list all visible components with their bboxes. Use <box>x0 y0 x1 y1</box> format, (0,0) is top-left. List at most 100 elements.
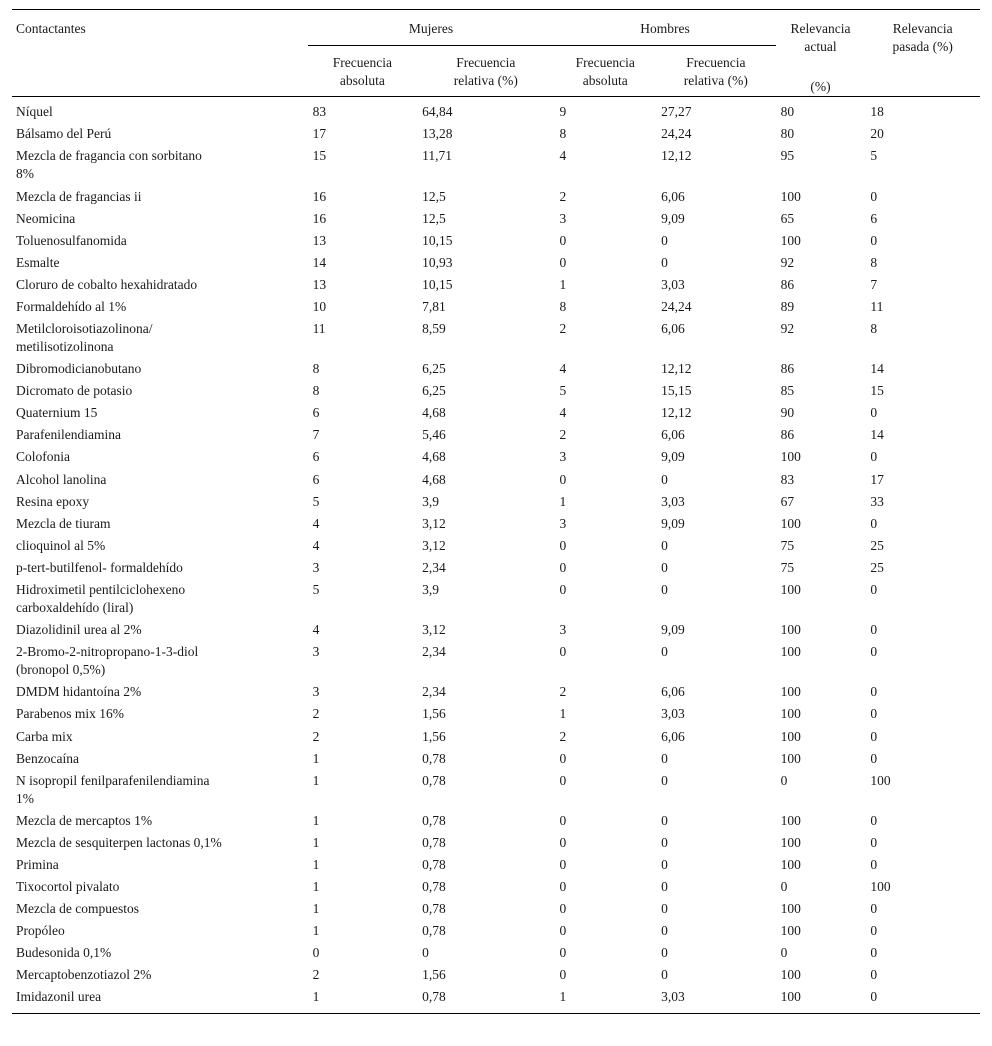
cell-relevancia-pasada: 0 <box>870 812 878 828</box>
cell-hombres-frec-absoluta: 0 <box>559 834 567 850</box>
cell-hombres-frec-relativa: 3,03 <box>661 276 685 292</box>
cell-hombres-frec-absoluta: 0 <box>559 559 567 575</box>
cell-relevancia-actual: 100 <box>780 706 801 722</box>
table-row: Carba mix 2 1,56 2 6,06 100 0 <box>12 726 980 748</box>
cell-mujeres-frec-relativa: 6,25 <box>422 383 446 399</box>
table-container: Contactantes Mujeres Hombres Relevancia … <box>12 9 980 1014</box>
cell-mujeres-frec-absoluta: 3 <box>312 684 320 700</box>
row-label-line2: metilisotizolinona <box>16 339 114 355</box>
cell-hombres-frec-absoluta: 1 <box>559 989 567 1005</box>
row-label: Parafenilendiamina <box>12 424 308 446</box>
row-label-line1: Imidazonil urea <box>16 989 102 1005</box>
cell-relevancia-actual: 100 <box>780 923 801 939</box>
cell-hombres-frec-absoluta: 0 <box>559 772 567 788</box>
header-mujeres-frec-relativa: Frecuencia relativa (%) <box>417 46 554 97</box>
cell-hombres-frec-absoluta: 5 <box>559 383 567 399</box>
table-row: Neomicina 16 12,5 3 9,09 65 6 <box>12 208 980 230</box>
cell-hombres-frec-absoluta: 8 <box>559 126 567 142</box>
cell-mujeres-frec-relativa: 13,28 <box>422 126 453 142</box>
table-header: Contactantes Mujeres Hombres Relevancia … <box>12 9 980 97</box>
cell-mujeres-frec-relativa: 5,46 <box>422 427 446 443</box>
cell-hombres-frec-relativa: 0 <box>661 471 668 487</box>
table-row: Budesonida 0,1% 0 0 0 0 0 0 <box>12 942 980 964</box>
cell-relevancia-pasada: 0 <box>870 834 878 850</box>
cell-relevancia-actual: 86 <box>780 427 795 443</box>
cell-relevancia-actual: 65 <box>780 210 795 226</box>
cell-hombres-frec-absoluta: 3 <box>559 622 567 638</box>
cell-hombres-frec-absoluta: 2 <box>559 321 567 337</box>
cell-mujeres-frec-absoluta: 1 <box>312 879 320 895</box>
cell-relevancia-actual: 100 <box>780 188 801 204</box>
subheader-line2: relativa (%) <box>683 73 748 89</box>
cell-mujeres-frec-absoluta: 8 <box>312 361 320 377</box>
cell-mujeres-frec-absoluta: 16 <box>312 210 327 226</box>
row-label: Propóleo <box>12 920 308 942</box>
cell-relevancia-actual: 75 <box>780 537 795 553</box>
cell-mujeres-frec-absoluta: 8 <box>312 383 320 399</box>
cell-mujeres-frec-relativa: 4,68 <box>422 405 446 421</box>
table-row: Mezcla de tiuram 4 3,12 3 9,09 100 0 <box>12 513 980 535</box>
cell-relevancia-pasada: 0 <box>870 923 878 939</box>
row-label-line1: Dicromato de potasio <box>16 383 133 399</box>
cell-hombres-frec-absoluta: 0 <box>559 856 567 872</box>
cell-relevancia-pasada: 17 <box>870 471 884 487</box>
cell-mujeres-frec-absoluta: 6 <box>312 405 320 421</box>
header-relevancia-actual-line3: (%) <box>810 79 831 95</box>
cell-hombres-frec-absoluta: 0 <box>559 967 567 983</box>
table-row: Mercaptobenzotiazol 2% 2 1,56 0 0 100 0 <box>12 964 980 986</box>
cell-mujeres-frec-relativa: 10,15 <box>422 232 453 248</box>
cell-hombres-frec-absoluta: 0 <box>559 232 567 248</box>
row-label-line1: p-tert-butilfenol- formaldehído <box>16 559 183 575</box>
cell-relevancia-pasada: 6 <box>870 210 878 226</box>
cell-relevancia-actual: 92 <box>780 321 795 337</box>
cell-mujeres-frec-absoluta: 1 <box>312 923 320 939</box>
subheader-line1: Frecuencia <box>332 55 392 71</box>
cell-relevancia-actual: 100 <box>780 728 801 744</box>
subheader-line2: absoluta <box>339 73 385 89</box>
cell-relevancia-pasada: 0 <box>870 684 878 700</box>
cell-mujeres-frec-relativa: 0,78 <box>422 901 446 917</box>
row-label: Mezcla de fragancia con sorbitano 8% <box>12 145 308 185</box>
cell-relevancia-pasada: 14 <box>870 361 884 377</box>
row-label-line1: Budesonida 0,1% <box>16 945 112 961</box>
table-row: clioquinol al 5% 4 3,12 0 0 75 25 <box>12 535 980 557</box>
header-relevancia-actual: Relevancia actual (%) <box>776 10 866 97</box>
table-row: Propóleo 1 0,78 0 0 100 0 <box>12 920 980 942</box>
row-label: N isopropil fenilparafenilendiamina 1% <box>12 770 308 810</box>
table-row: Formaldehído al 1% 10 7,81 8 24,24 89 11 <box>12 296 980 318</box>
cell-hombres-frec-absoluta: 0 <box>559 901 567 917</box>
cell-mujeres-frec-relativa: 3,12 <box>422 537 446 553</box>
cell-hombres-frec-relativa: 0 <box>661 856 668 872</box>
cell-hombres-frec-relativa: 6,06 <box>661 684 685 700</box>
cell-mujeres-frec-relativa: 64,84 <box>422 104 453 120</box>
table-row: Parafenilendiamina 7 5,46 2 6,06 86 14 <box>12 424 980 446</box>
cell-hombres-frec-relativa: 0 <box>661 537 668 553</box>
row-label-line1: Parabenos mix 16% <box>16 706 124 722</box>
row-label-line1: Primina <box>16 856 59 872</box>
header-spanner-hombres: Hombres <box>554 9 776 47</box>
cell-mujeres-frec-relativa: 6,25 <box>422 361 446 377</box>
cell-relevancia-pasada: 5 <box>870 148 878 164</box>
row-label-line1: Mezcla de fragancias ii <box>16 188 142 204</box>
header-relevancia-pasada-line1: Relevancia <box>892 21 953 36</box>
row-label-line1: Benzocaína <box>16 750 79 766</box>
row-label-line2: 8% <box>16 166 34 182</box>
row-label-line1: Metilcloroisotiazolinona/ <box>16 321 153 337</box>
row-label: Metilcloroisotiazolinona/metilisotizolin… <box>12 318 308 358</box>
cell-mujeres-frec-relativa: 2,34 <box>422 684 446 700</box>
cell-mujeres-frec-relativa: 3,9 <box>422 581 440 597</box>
cell-mujeres-frec-relativa: 3,9 <box>422 493 440 509</box>
row-label-line1: Alcohol lanolina <box>16 471 107 487</box>
cell-mujeres-frec-absoluta: 1 <box>312 750 320 766</box>
cell-hombres-frec-absoluta: 2 <box>559 684 567 700</box>
cell-relevancia-pasada: 8 <box>870 321 878 337</box>
table-row: Diazolidinil urea al 2% 4 3,12 3 9,09 100 0 <box>12 619 980 641</box>
row-label-line1: Mezcla de mercaptos 1% <box>16 812 153 828</box>
cell-relevancia-actual: 95 <box>780 148 795 164</box>
row-label-line2: carboxaldehído (liral) <box>16 600 134 616</box>
cell-hombres-frec-absoluta: 0 <box>559 644 567 660</box>
cell-relevancia-pasada: 0 <box>870 945 878 961</box>
cell-hombres-frec-absoluta: 3 <box>559 515 567 531</box>
cell-hombres-frec-absoluta: 1 <box>559 493 567 509</box>
row-label-line1: Quaternium 15 <box>16 405 98 421</box>
